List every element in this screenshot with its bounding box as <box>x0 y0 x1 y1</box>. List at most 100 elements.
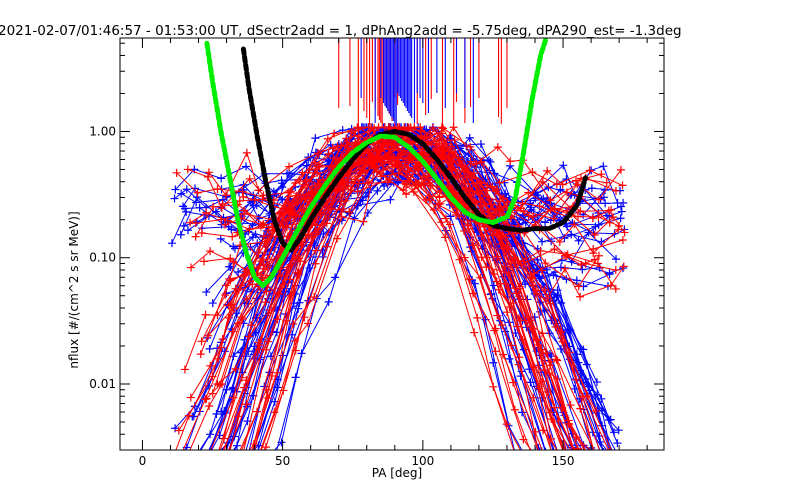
series-point <box>617 207 626 216</box>
series-point <box>171 185 180 194</box>
series-point <box>518 335 527 344</box>
series-point <box>213 185 222 194</box>
series-point <box>576 207 585 216</box>
series-point <box>546 357 555 366</box>
series-point <box>235 196 244 205</box>
series-point <box>510 405 519 414</box>
series-point <box>425 196 434 205</box>
series-line <box>212 129 572 450</box>
series-point <box>283 169 292 178</box>
series-point <box>233 441 242 450</box>
series-point <box>399 186 408 195</box>
series-point <box>176 230 185 239</box>
series-point <box>221 220 230 229</box>
series-point <box>526 199 535 208</box>
series-point <box>566 401 575 410</box>
series-point <box>612 255 621 264</box>
series-point <box>568 218 577 227</box>
series-point <box>547 414 556 423</box>
series-point <box>577 260 586 269</box>
series-point <box>466 142 475 151</box>
data-layer <box>167 38 629 450</box>
series-point <box>602 211 611 220</box>
series-point <box>240 206 249 215</box>
series-point <box>373 186 382 195</box>
series-point <box>529 281 538 290</box>
series-point <box>430 205 439 214</box>
series-point <box>469 179 478 188</box>
series-point <box>228 232 237 241</box>
series-point <box>594 212 603 221</box>
series-point <box>259 191 268 200</box>
series-point <box>322 219 331 228</box>
series-point <box>359 217 368 226</box>
series-point <box>613 199 622 208</box>
series-point <box>186 218 195 227</box>
series-point <box>214 354 223 363</box>
series-point <box>254 186 263 195</box>
series-point <box>546 196 555 205</box>
series-point <box>611 284 620 293</box>
series-point <box>386 195 395 204</box>
series-point <box>231 364 240 373</box>
series-point <box>620 228 629 237</box>
series-point <box>417 181 426 190</box>
series-point <box>573 180 582 189</box>
series-point <box>183 226 192 235</box>
series-point <box>353 187 362 196</box>
series-point <box>472 159 481 168</box>
series-point <box>495 178 504 187</box>
series-point <box>593 259 602 268</box>
series-point <box>475 178 484 187</box>
series-point <box>541 218 550 227</box>
series-point <box>302 161 311 170</box>
series-point <box>483 253 492 262</box>
series-point <box>606 281 615 290</box>
series-point <box>213 311 222 320</box>
series-point <box>614 225 623 234</box>
series-point <box>181 204 190 213</box>
y-tick-label: 0.10 <box>89 251 116 265</box>
series-point <box>231 284 240 293</box>
series-point <box>226 276 235 285</box>
series-point <box>588 214 597 223</box>
x-axis-label: PA [deg] <box>372 466 422 480</box>
series-point <box>238 315 247 324</box>
series-point <box>254 338 263 347</box>
series-point <box>219 434 228 443</box>
series-point <box>201 395 210 404</box>
series-point <box>578 392 587 401</box>
series-point <box>311 246 320 255</box>
top-ticks <box>338 38 508 127</box>
series-point <box>435 193 444 202</box>
series-point <box>541 259 550 268</box>
series-point <box>590 230 599 239</box>
series-point <box>221 281 230 290</box>
series-point <box>434 200 443 209</box>
series-point <box>206 247 215 256</box>
series-point <box>262 345 271 354</box>
series-point <box>311 134 320 143</box>
series-line <box>203 151 625 300</box>
series-point <box>360 158 369 167</box>
series-point <box>394 169 403 178</box>
series-point <box>615 221 624 230</box>
series-point <box>388 162 397 171</box>
series-point <box>339 204 348 213</box>
series-point <box>291 373 300 382</box>
series-point <box>491 347 500 356</box>
series-point <box>209 202 218 211</box>
series-point <box>247 321 256 330</box>
series-point <box>528 168 537 177</box>
series-point <box>286 213 295 222</box>
series-point <box>345 207 354 216</box>
axes: 0 50 100 150 0.01 0.10 1.00 <box>89 37 665 468</box>
series-point <box>270 408 279 417</box>
series-point <box>265 305 274 314</box>
series-point <box>579 345 588 354</box>
series-point <box>180 365 189 374</box>
series-point <box>605 270 614 279</box>
series-point <box>264 226 273 235</box>
series-point <box>552 293 561 302</box>
